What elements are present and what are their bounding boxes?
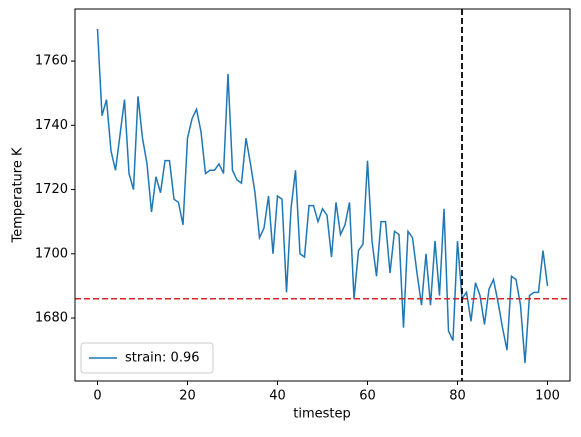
x-tick-label: 60 — [359, 389, 376, 404]
y-tick-label: 1740 — [35, 118, 68, 133]
x-tick-label: 20 — [179, 389, 196, 404]
legend-box — [80, 342, 214, 374]
legend-label: strain: 0.96 — [125, 351, 200, 366]
plot-frame — [74, 8, 571, 382]
x-tick-label: 100 — [535, 389, 560, 404]
x-tick-label: 40 — [269, 389, 286, 404]
y-tick-label: 1720 — [35, 182, 68, 197]
x-axis-label: timestep — [293, 407, 351, 422]
x-tick-label: 0 — [93, 389, 101, 404]
x-tick-label: 80 — [449, 389, 466, 404]
y-axis-label: Temperature K — [11, 147, 26, 243]
y-tick-label: 1680 — [35, 311, 68, 326]
data-line — [96, 28, 549, 364]
y-tick-label: 1760 — [35, 54, 68, 69]
y-tick-label: 1700 — [35, 246, 68, 261]
